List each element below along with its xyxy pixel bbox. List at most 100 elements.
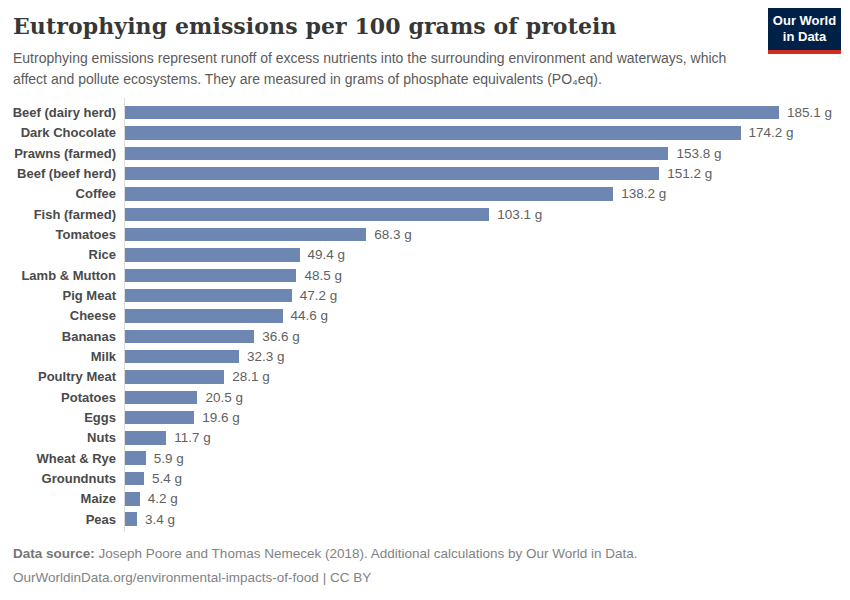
chart-row: Lamb & Mutton 48.5 g — [10, 265, 850, 285]
value-label: 68.3 g — [374, 227, 412, 242]
chart-row: Pig Meat 47.2 g — [10, 285, 850, 305]
chart-row: Tomatoes 68.3 g — [10, 224, 850, 244]
bar — [125, 350, 239, 363]
chart-row: Poultry Meat 28.1 g — [10, 367, 850, 387]
chart-rows: Beef (dairy herd) 185.1 g Dark Chocolate 17… — [10, 102, 850, 529]
category-label: Potatoes — [10, 390, 116, 405]
value-label: 5.4 g — [152, 471, 182, 486]
chart-row: Fish (farmed) 103.1 g — [10, 204, 850, 224]
owid-logo-line2: in Data — [768, 29, 841, 45]
category-label: Beef (beef herd) — [10, 166, 116, 181]
chart-row: Potatoes 20.5 g — [10, 387, 850, 407]
bar-track: 47.2 g — [120, 285, 850, 305]
category-label: Rice — [10, 247, 116, 262]
chart-row: Prawns (farmed) 153.8 g — [10, 143, 850, 163]
bar — [125, 187, 613, 200]
chart-row: Maize4.2 g — [10, 489, 850, 509]
category-label: Dark Chocolate — [10, 125, 116, 140]
bar-track: 5.4 g — [120, 468, 850, 488]
value-label: 3.4 g — [145, 512, 175, 527]
value-label: 174.2 g — [749, 125, 794, 140]
bar — [125, 472, 144, 485]
bar — [125, 330, 254, 343]
bar — [125, 269, 296, 282]
category-label: Milk — [10, 349, 116, 364]
data-source-line: Data source: Joseph Poore and Thomas Nem… — [13, 542, 638, 566]
bar — [125, 492, 140, 505]
value-label: 11.7 g — [174, 430, 211, 445]
chart-row: Nuts 11.7 g — [10, 428, 850, 448]
chart-row: Beef (beef herd) 151.2 g — [10, 163, 850, 183]
chart-row: Rice 49.4 g — [10, 245, 850, 265]
bar — [125, 431, 166, 444]
category-label: Nuts — [10, 430, 116, 445]
chart-row: Groundnuts5.4 g — [10, 468, 850, 488]
owid-logo: Our World in Data — [768, 8, 841, 54]
bar — [125, 512, 137, 525]
category-label: Bananas — [10, 329, 116, 344]
value-label: 185.1 g — [787, 105, 832, 120]
bar — [125, 228, 366, 241]
bar-track: 138.2 g — [120, 184, 850, 204]
chart-row: Eggs19.6 g — [10, 407, 850, 427]
value-label: 19.6 g — [202, 410, 240, 425]
bar — [125, 370, 224, 383]
bar-track: 49.4 g — [120, 245, 850, 265]
bar — [125, 126, 741, 139]
value-label: 20.5 g — [205, 390, 243, 405]
bar-track: 153.8 g — [120, 143, 850, 163]
bar-track: 11.7 g — [120, 428, 850, 448]
value-label: 36.6 g — [262, 329, 300, 344]
category-label: Tomatoes — [10, 227, 116, 242]
category-label: Peas — [10, 512, 116, 527]
bar-track: 44.6 g — [120, 306, 850, 326]
owid-chart-page: Eutrophying emissions per 100 grams of p… — [0, 0, 850, 600]
bar-track: 28.1 g — [120, 367, 850, 387]
chart-row: Dark Chocolate 174.2 g — [10, 123, 850, 143]
bar-track: 185.1 g — [120, 102, 850, 122]
bar-track: 19.6 g — [120, 407, 850, 427]
bar-track: 103.1 g — [120, 204, 850, 224]
value-label: 47.2 g — [300, 288, 338, 303]
bar — [125, 147, 668, 160]
chart-row: Bananas 36.6 g — [10, 326, 850, 346]
value-label: 32.3 g — [247, 349, 285, 364]
chart-row: Coffee 138.2 g — [10, 184, 850, 204]
bar — [125, 167, 659, 180]
category-label: Coffee — [10, 186, 116, 201]
category-label: Fish (farmed) — [10, 207, 116, 222]
data-source-label: Data source: — [13, 546, 95, 561]
bar-track: 151.2 g — [120, 163, 850, 183]
value-label: 49.4 g — [308, 247, 346, 262]
bar-track: 3.4 g — [120, 509, 850, 529]
bar — [125, 289, 292, 302]
bar-track: 20.5 g — [120, 387, 850, 407]
category-label: Cheese — [10, 308, 116, 323]
chart-footer: Data source: Joseph Poore and Thomas Nem… — [13, 542, 638, 590]
category-label: Prawns (farmed) — [10, 146, 116, 161]
category-label: Beef (dairy herd) — [10, 105, 116, 120]
chart-row: Cheese 44.6 g — [10, 306, 850, 326]
bar — [125, 106, 779, 119]
bar-track: 4.2 g — [120, 489, 850, 509]
bar — [125, 208, 489, 221]
value-label: 153.8 g — [676, 146, 721, 161]
value-label: 44.6 g — [291, 308, 329, 323]
license-line: OurWorldinData.org/environmental-impacts… — [13, 566, 638, 590]
category-label: Wheat & Rye — [10, 451, 116, 466]
bar — [125, 391, 197, 404]
category-label: Poultry Meat — [10, 369, 116, 384]
chart-row: Wheat & Rye 5.9 g — [10, 448, 850, 468]
value-label: 138.2 g — [621, 186, 666, 201]
category-label: Lamb & Mutton — [10, 268, 116, 283]
bar-track: 36.6 g — [120, 326, 850, 346]
chart-row: Milk 32.3 g — [10, 346, 850, 366]
value-label: 151.2 g — [667, 166, 712, 181]
bar-track: 68.3 g — [120, 224, 850, 244]
chart-subtitle: Eutrophying emissions represent runoff o… — [13, 48, 728, 89]
bar-track: 5.9 g — [120, 448, 850, 468]
bar-track: 48.5 g — [120, 265, 850, 285]
chart-header: Eutrophying emissions per 100 grams of p… — [0, 0, 850, 89]
category-label: Pig Meat — [10, 288, 116, 303]
bar — [125, 411, 194, 424]
